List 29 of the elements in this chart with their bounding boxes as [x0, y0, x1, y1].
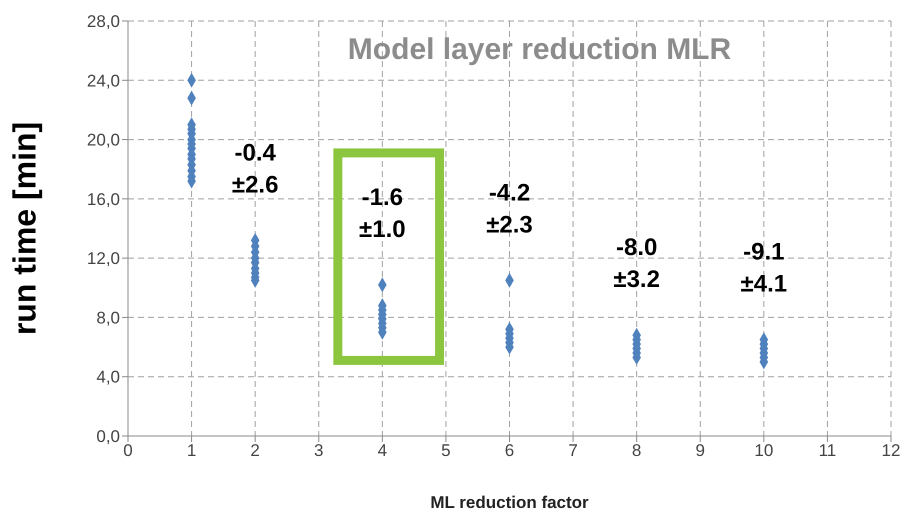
- x-axis-title: ML reduction factor: [430, 493, 590, 512]
- annotation: -4.2 ±2.3: [486, 179, 533, 238]
- x-tick-label: 11: [818, 441, 836, 460]
- x-tick-label: 12: [882, 441, 900, 460]
- y-tick-label: 0,0: [96, 427, 120, 446]
- y-tick-label: 24,0: [86, 71, 120, 90]
- x-tick-label: 2: [250, 441, 260, 460]
- x-tick-label: 5: [441, 441, 451, 460]
- annotation: -0.4 ±2.6: [232, 139, 278, 198]
- annotation: -8.0 ±3.2: [613, 234, 660, 294]
- x-tick-label: 3: [314, 441, 324, 460]
- x-tick-label: 9: [696, 441, 705, 460]
- chart-title: Model layer reduction MLR: [348, 33, 732, 66]
- y-tick-label: 12,0: [86, 249, 120, 268]
- annotation: -9.1 ±4.1: [740, 238, 788, 298]
- y-tick-label: 20,0: [86, 130, 120, 150]
- x-tick-label: 7: [568, 441, 578, 460]
- x-tick-label: 10: [754, 441, 774, 460]
- annotation: -1.6 ±1.0: [359, 184, 406, 243]
- x-tick-label: 0: [123, 441, 133, 460]
- x-tick-label: 4: [378, 441, 388, 460]
- y-tick-label: 4,0: [96, 368, 120, 387]
- y-axis-title: run time [min]: [6, 122, 42, 336]
- y-tick-label: 16,0: [86, 190, 120, 209]
- y-tick-label: 8,0: [96, 308, 120, 328]
- x-tick-label: 8: [632, 441, 642, 460]
- y-tick-label: 28,0: [86, 12, 120, 32]
- x-tick-label: 1: [186, 441, 196, 460]
- x-tick-label: 6: [504, 441, 514, 460]
